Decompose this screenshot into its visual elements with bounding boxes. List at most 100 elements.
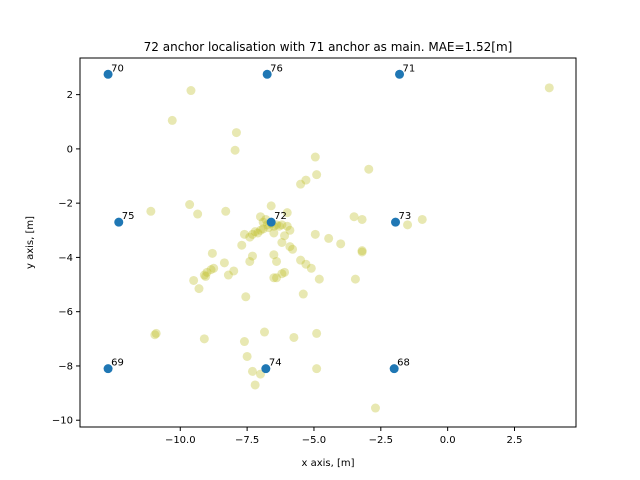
- estimate-point: [258, 217, 268, 227]
- anchor-label-74: 74: [269, 358, 282, 369]
- estimate-point: [209, 263, 219, 273]
- estimate-point: [194, 284, 204, 294]
- y-tick-label: 0: [67, 144, 73, 155]
- estimate-point: [277, 220, 287, 230]
- estimate-point: [202, 267, 212, 277]
- estimate-point: [274, 221, 284, 231]
- estimate-point: [312, 364, 322, 374]
- estimate-point: [306, 263, 316, 273]
- x-tick-label: −5.0: [302, 435, 326, 446]
- estimate-point: [199, 334, 209, 344]
- estimate-point: [250, 227, 260, 237]
- estimate-point: [269, 250, 279, 260]
- y-tick-label: 2: [67, 90, 73, 101]
- estimate-point: [239, 337, 249, 347]
- estimate-point: [193, 209, 203, 219]
- estimate-point: [364, 164, 374, 174]
- anchor-point-74: [261, 364, 271, 374]
- estimate-point: [272, 273, 282, 283]
- estimate-point: [357, 246, 367, 256]
- estimate-point: [223, 270, 233, 280]
- estimate-point: [312, 328, 322, 338]
- estimate-point: [301, 259, 311, 269]
- estimate-point: [301, 175, 311, 185]
- x-axis-label: x axis, [m]: [301, 458, 354, 469]
- estimate-points: [146, 83, 554, 413]
- anchor-point-72: [266, 217, 276, 227]
- estimate-point: [314, 274, 324, 284]
- estimate-point: [247, 366, 257, 376]
- anchor-label-73: 73: [399, 211, 412, 222]
- anchor-point-71: [395, 69, 405, 79]
- estimate-point: [296, 179, 306, 189]
- estimate-point: [255, 212, 265, 222]
- y-axis-ticks: −10 −8 −6 −4 −2 0 2: [52, 90, 80, 427]
- estimate-point: [206, 265, 216, 275]
- estimate-point: [230, 145, 240, 155]
- estimate-point: [277, 269, 287, 279]
- x-tick-label: −7.5: [235, 435, 259, 446]
- estimate-point: [349, 212, 359, 222]
- estimate-point: [266, 201, 276, 211]
- estimate-point: [280, 267, 290, 277]
- estimate-point: [296, 255, 306, 265]
- estimate-point: [544, 83, 554, 93]
- estimate-point: [285, 242, 295, 252]
- estimate-point: [185, 200, 195, 210]
- estimate-point: [312, 170, 322, 180]
- anchor-point-70: [103, 69, 113, 79]
- estimate-point: [207, 248, 217, 258]
- anchor-points: 70 76 71 75 72 73 69 74 68: [103, 63, 416, 374]
- estimate-point: [250, 380, 260, 390]
- estimate-point: [282, 221, 292, 231]
- estimate-point: [201, 271, 211, 281]
- estimate-point: [336, 239, 346, 249]
- estimate-point: [229, 266, 239, 276]
- estimate-point: [247, 229, 257, 239]
- estimate-point: [247, 251, 257, 261]
- y-tick-label: −8: [58, 361, 73, 372]
- estimate-point: [324, 233, 334, 243]
- estimate-point: [403, 220, 413, 230]
- estimate-point: [350, 274, 360, 284]
- estimate-point: [199, 270, 209, 280]
- x-tick-label: 0.0: [440, 435, 456, 446]
- anchor-point-73: [391, 217, 401, 227]
- estimate-point: [253, 228, 263, 238]
- x-tick-label: 2.5: [507, 435, 523, 446]
- estimate-point: [298, 289, 308, 299]
- anchor-label-75: 75: [122, 211, 135, 222]
- estimate-point: [167, 115, 177, 125]
- estimate-point: [245, 232, 255, 242]
- y-tick-label: −10: [52, 416, 73, 427]
- estimate-point: [258, 224, 268, 234]
- anchor-label-71: 71: [403, 63, 416, 74]
- x-tick-label: −2.5: [369, 435, 393, 446]
- plot-frame: [79, 57, 577, 428]
- anchor-point-75: [114, 217, 124, 227]
- estimate-point: [242, 351, 252, 361]
- anchor-label-72: 72: [274, 211, 287, 222]
- estimate-point: [245, 256, 255, 266]
- estimate-point: [231, 128, 241, 138]
- estimate-point: [277, 238, 287, 247]
- estimate-point: [151, 328, 161, 338]
- estimate-point: [260, 327, 269, 337]
- estimate-point: [239, 229, 249, 239]
- chart-title: 72 anchor localisation with 71 anchor as…: [144, 40, 513, 54]
- estimate-point: [357, 214, 367, 224]
- estimate-point: [357, 247, 367, 257]
- estimate-point: [219, 258, 229, 268]
- estimate-point: [237, 240, 247, 250]
- estimate-point: [241, 292, 251, 302]
- anchor-point-68: [389, 364, 399, 374]
- estimate-point: [285, 225, 295, 235]
- estimate-point: [280, 231, 290, 241]
- estimate-point: [282, 208, 292, 218]
- estimate-point: [417, 214, 427, 224]
- estimate-point: [146, 206, 156, 216]
- anchor-label-69: 69: [111, 358, 124, 369]
- estimate-point: [289, 332, 299, 342]
- anchor-label-68: 68: [397, 358, 410, 369]
